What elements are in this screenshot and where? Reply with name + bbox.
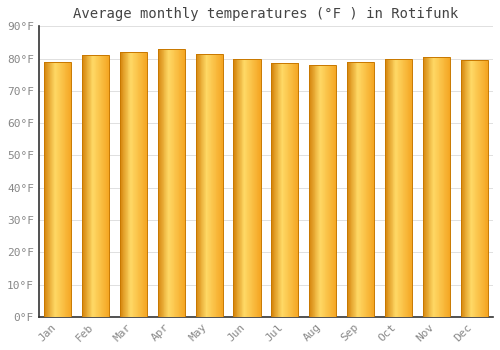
Bar <box>309 65 336 317</box>
Bar <box>385 58 412 317</box>
Bar <box>196 54 223 317</box>
Bar <box>120 52 147 317</box>
Title: Average monthly temperatures (°F ) in Rotifunk: Average monthly temperatures (°F ) in Ro… <box>74 7 458 21</box>
Bar <box>158 49 185 317</box>
Bar <box>44 62 72 317</box>
Bar <box>271 63 298 317</box>
Bar <box>347 62 374 317</box>
Bar <box>460 60 488 317</box>
Bar <box>82 55 109 317</box>
Bar <box>422 57 450 317</box>
Bar <box>234 58 260 317</box>
